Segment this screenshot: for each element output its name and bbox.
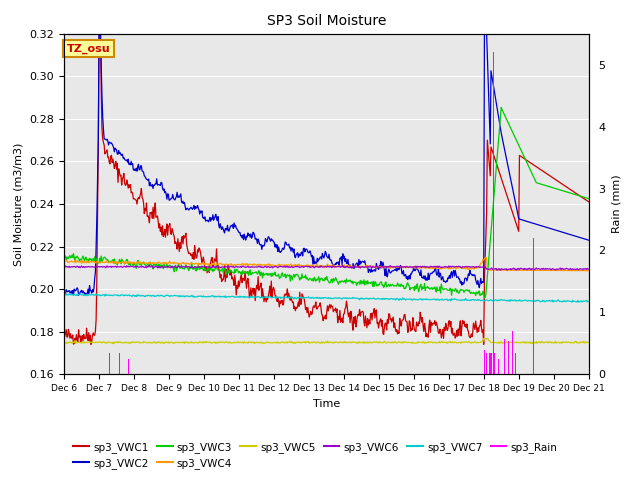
Y-axis label: Soil Moisture (m3/m3): Soil Moisture (m3/m3) (14, 142, 24, 266)
Bar (490, 353, 491, 374)
Bar (136, 359, 138, 374)
Bar (494, 353, 495, 374)
Bar (536, 343, 538, 374)
Bar (504, 339, 505, 374)
Bar (496, 345, 497, 374)
Y-axis label: Rain (mm): Rain (mm) (611, 175, 621, 233)
Bar (489, 353, 490, 374)
Bar (128, 359, 129, 374)
Bar (498, 359, 499, 374)
Bar (515, 353, 516, 374)
Text: TZ_osu: TZ_osu (67, 44, 110, 54)
Bar (508, 340, 509, 374)
Bar (533, 238, 534, 374)
Legend: sp3_VWC1, sp3_VWC2, sp3_VWC3, sp3_VWC4, sp3_VWC5, sp3_VWC6, sp3_VWC7, sp3_Rain: sp3_VWC1, sp3_VWC2, sp3_VWC3, sp3_VWC4, … (69, 438, 562, 473)
Title: SP3 Soil Moisture: SP3 Soil Moisture (267, 14, 386, 28)
Bar (242, 356, 243, 374)
Bar (119, 353, 120, 374)
Bar (512, 331, 513, 374)
Bar (486, 353, 487, 374)
X-axis label: Time: Time (313, 399, 340, 408)
